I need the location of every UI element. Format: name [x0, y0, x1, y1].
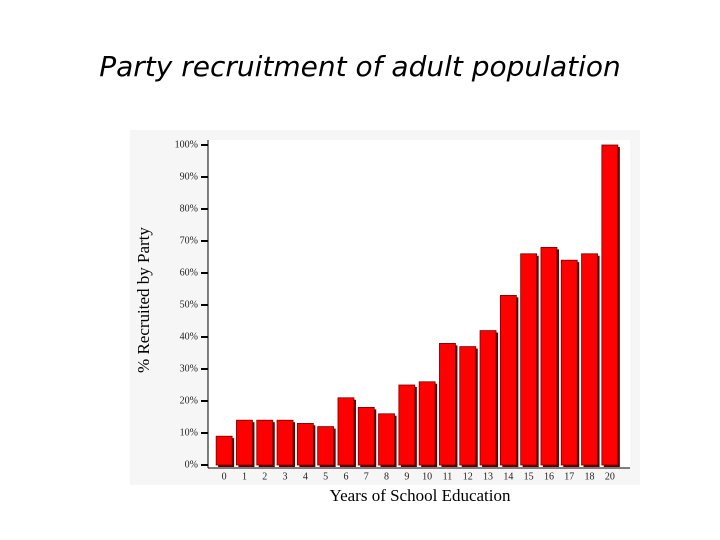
bar [398, 384, 416, 466]
bar [296, 422, 314, 466]
y-tick-label: 30% [180, 363, 198, 374]
bar [581, 253, 598, 466]
bar [479, 330, 497, 466]
bar [337, 397, 355, 466]
y-tick-label: 70% [180, 235, 198, 246]
y-axis-label: % Recruited by Party [134, 227, 153, 373]
y-tick-label: 0% [185, 459, 198, 470]
x-tick-label: 8 [384, 471, 389, 482]
bar [560, 259, 578, 466]
bar [317, 426, 335, 466]
bar [215, 435, 233, 466]
x-tick-label: 7 [364, 471, 369, 482]
x-tick-label: 10 [422, 471, 432, 482]
bar [520, 253, 538, 466]
x-tick-label: 2 [262, 471, 267, 482]
x-tick-label: 12 [463, 471, 473, 482]
bar [256, 419, 274, 466]
x-tick-label: 1 [242, 471, 247, 482]
bar [459, 346, 477, 466]
x-tick-label: 0 [222, 471, 227, 482]
bar [236, 419, 253, 466]
x-tick-label: 14 [503, 471, 513, 482]
x-tick-label: 16 [544, 471, 554, 482]
y-tick-label: 60% [180, 267, 198, 278]
chart-title: Party recruitment of adult population [99, 50, 621, 83]
bar [418, 381, 436, 466]
bar [378, 413, 395, 466]
bar [540, 246, 558, 466]
x-tick-label: 5 [323, 471, 328, 482]
x-tick-label: 3 [283, 471, 288, 482]
y-tick-label: 20% [180, 395, 198, 406]
x-axis-label: Years of School Education [330, 486, 511, 505]
bar [439, 342, 456, 466]
bar [601, 144, 619, 466]
y-tick-label: 90% [180, 171, 198, 182]
bar [357, 406, 375, 466]
x-tick-label: 13 [483, 471, 493, 482]
bar [276, 419, 294, 466]
y-tick-label: 100% [175, 139, 198, 150]
x-tick-label: 9 [404, 471, 409, 482]
y-tick-label: 10% [180, 427, 198, 438]
y-tick-label: 50% [180, 299, 198, 310]
y-tick-label: 80% [180, 203, 198, 214]
x-tick-label: 4 [303, 471, 308, 482]
x-tick-label: 11 [443, 471, 453, 482]
x-tick-label: 15 [524, 471, 534, 482]
x-tick-label: 17 [564, 471, 574, 482]
x-tick-label: 6 [343, 471, 348, 482]
y-tick-label: 40% [180, 331, 198, 342]
bar [499, 294, 517, 466]
x-tick-label: 20 [605, 471, 615, 482]
x-tick-label: 18 [585, 471, 595, 482]
